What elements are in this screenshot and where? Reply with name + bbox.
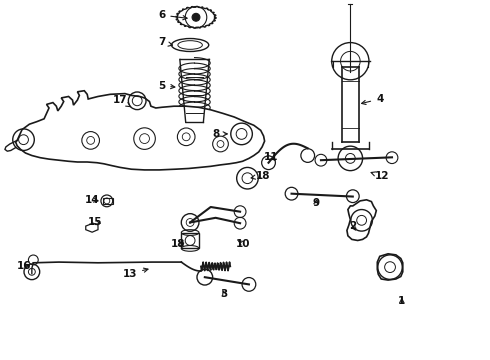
- Text: 11: 11: [264, 152, 278, 162]
- Text: 6: 6: [158, 10, 187, 20]
- Text: 1: 1: [398, 296, 405, 306]
- Polygon shape: [377, 254, 403, 280]
- Polygon shape: [347, 200, 376, 240]
- Polygon shape: [16, 91, 265, 170]
- Text: 15: 15: [88, 217, 103, 228]
- Text: 12: 12: [371, 171, 390, 181]
- Text: 17: 17: [113, 95, 130, 107]
- Text: 13: 13: [122, 268, 148, 279]
- Polygon shape: [86, 223, 98, 232]
- Text: 18: 18: [171, 239, 185, 249]
- Text: 10: 10: [236, 239, 251, 249]
- Bar: [181, 233, 199, 248]
- Text: 7: 7: [158, 37, 172, 48]
- Text: 18: 18: [251, 171, 270, 181]
- Text: 9: 9: [313, 198, 319, 208]
- Text: 16: 16: [17, 261, 32, 271]
- Bar: [103, 198, 113, 204]
- Text: 2: 2: [349, 221, 356, 231]
- Text: 14: 14: [85, 195, 99, 205]
- Text: 3: 3: [221, 289, 228, 300]
- Text: 5: 5: [158, 81, 175, 91]
- Text: 4: 4: [362, 94, 384, 104]
- Text: 8: 8: [212, 129, 227, 139]
- Circle shape: [192, 13, 200, 21]
